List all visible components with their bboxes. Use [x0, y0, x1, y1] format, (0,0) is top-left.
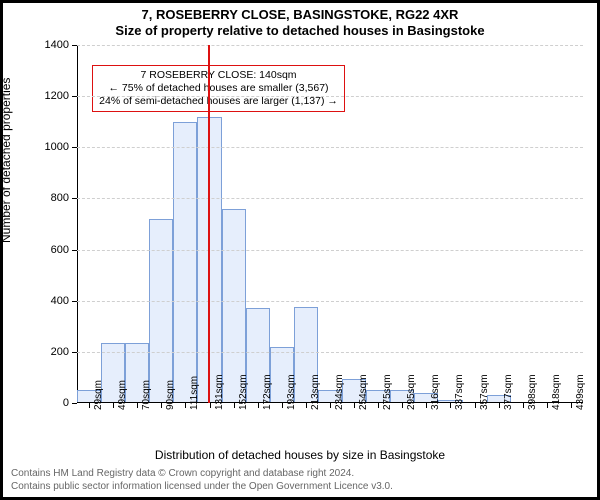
y-tick-mark [72, 301, 77, 302]
x-tick-label: 90sqm [165, 380, 176, 410]
y-tick-label: 600 [41, 244, 69, 256]
x-tick-mark [113, 403, 114, 408]
y-tick-mark [72, 198, 77, 199]
x-tick-label: 377sqm [503, 374, 514, 410]
x-tick-mark [571, 403, 572, 408]
histogram-bar [173, 122, 197, 403]
y-tick-mark [72, 352, 77, 353]
x-tick-mark [450, 403, 451, 408]
gridline [77, 147, 583, 148]
reference-line [208, 45, 210, 403]
y-tick-label: 0 [41, 397, 69, 409]
y-tick-label: 200 [41, 346, 69, 358]
x-tick-label: 172sqm [262, 374, 273, 410]
gridline [77, 301, 583, 302]
x-tick-mark [258, 403, 259, 408]
x-tick-mark [210, 403, 211, 408]
x-tick-label: 213sqm [310, 374, 321, 410]
x-tick-label: 49sqm [117, 380, 128, 410]
x-tick-label: 29sqm [93, 380, 104, 410]
anno-line-1: 7 ROSEBERRY CLOSE: 140sqm [99, 69, 338, 82]
attribution-line-1: Contains HM Land Registry data © Crown c… [11, 468, 589, 481]
x-tick-mark [426, 403, 427, 408]
title-line-1: 7, ROSEBERRY CLOSE, BASINGSTOKE, RG22 4X… [3, 7, 597, 23]
chart-container: 7, ROSEBERRY CLOSE, BASINGSTOKE, RG22 4X… [0, 0, 600, 500]
x-tick-label: 439sqm [575, 374, 586, 410]
histogram-bar [149, 219, 173, 403]
x-tick-mark [89, 403, 90, 408]
x-tick-label: 275sqm [382, 374, 393, 410]
y-tick-label: 400 [41, 295, 69, 307]
x-tick-mark [475, 403, 476, 408]
x-tick-mark [378, 403, 379, 408]
x-tick-label: 398sqm [527, 374, 538, 410]
x-tick-label: 131sqm [214, 374, 225, 410]
x-tick-mark [523, 403, 524, 408]
x-tick-label: 152sqm [238, 374, 249, 410]
x-tick-mark [547, 403, 548, 408]
attribution: Contains HM Land Registry data © Crown c… [11, 468, 589, 493]
x-tick-label: 337sqm [454, 374, 465, 410]
x-tick-label: 295sqm [406, 374, 417, 410]
x-tick-mark [137, 403, 138, 408]
x-tick-label: 316sqm [430, 374, 441, 410]
y-tick-label: 800 [41, 192, 69, 204]
y-tick-mark [72, 250, 77, 251]
gridline [77, 250, 583, 251]
gridline [77, 96, 583, 97]
y-tick-mark [72, 147, 77, 148]
x-tick-mark [161, 403, 162, 408]
x-tick-mark [306, 403, 307, 408]
x-tick-mark [185, 403, 186, 408]
y-tick-label: 1200 [41, 90, 69, 102]
plot-area: 7 ROSEBERRY CLOSE: 140sqm ← 75% of detac… [77, 45, 583, 403]
y-tick-label: 1000 [41, 141, 69, 153]
x-tick-label: 357sqm [479, 374, 490, 410]
x-tick-mark [499, 403, 500, 408]
attribution-line-2: Contains public sector information licen… [11, 481, 589, 494]
x-tick-label: 254sqm [358, 374, 369, 410]
x-tick-label: 418sqm [551, 374, 562, 410]
x-tick-mark [354, 403, 355, 408]
gridline [77, 198, 583, 199]
x-tick-label: 193sqm [286, 374, 297, 410]
x-tick-label: 111sqm [189, 376, 200, 410]
x-axis-label: Distribution of detached houses by size … [3, 448, 597, 462]
y-tick-label: 1400 [41, 39, 69, 51]
gridline [77, 45, 583, 46]
x-tick-mark [282, 403, 283, 408]
gridline [77, 352, 583, 353]
y-tick-mark [72, 403, 77, 404]
x-tick-label: 234sqm [334, 374, 345, 410]
x-tick-mark [402, 403, 403, 408]
y-tick-mark [72, 96, 77, 97]
x-tick-label: 70sqm [141, 380, 152, 410]
x-tick-mark [330, 403, 331, 408]
title-line-2: Size of property relative to detached ho… [3, 23, 597, 39]
y-axis-label: Number of detached properties [0, 78, 13, 243]
y-tick-mark [72, 45, 77, 46]
anno-line-2: ← 75% of detached houses are smaller (3,… [99, 82, 338, 95]
x-tick-mark [234, 403, 235, 408]
reference-annotation: 7 ROSEBERRY CLOSE: 140sqm ← 75% of detac… [92, 65, 345, 112]
